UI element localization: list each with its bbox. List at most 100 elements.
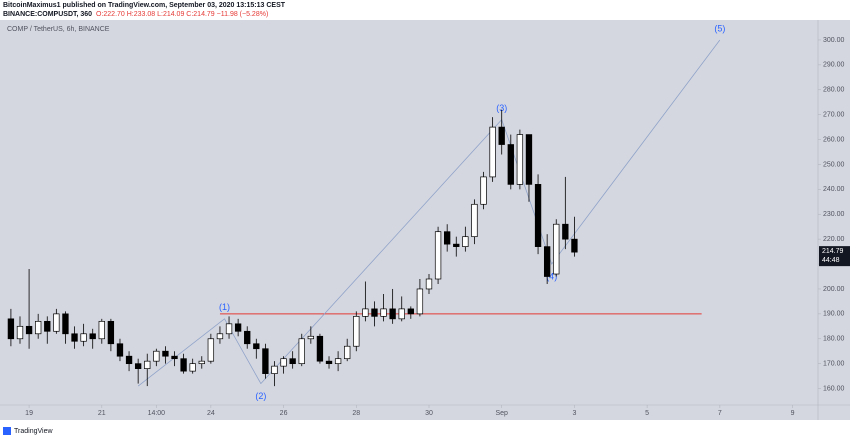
candle-body — [362, 308, 369, 317]
candle-body — [289, 358, 296, 365]
candle-body — [216, 333, 224, 340]
last-price-label: 214.79 — [822, 248, 844, 255]
candle-body — [344, 345, 351, 360]
candle-body — [462, 236, 469, 247]
candle-body — [325, 360, 333, 365]
candle-body — [62, 313, 69, 335]
candle-body — [407, 308, 414, 315]
ohlc: O:222.70 H:233.08 L:214.09 C:214.79 −11.… — [96, 11, 268, 18]
candle-body — [534, 184, 542, 247]
candle-body — [307, 335, 315, 340]
candle-body — [180, 358, 187, 372]
candle-body — [353, 316, 360, 347]
candle-body — [153, 350, 160, 362]
time-axis-bg — [0, 405, 818, 420]
candle-body — [89, 333, 96, 340]
candle-body — [80, 333, 87, 342]
candle-body — [498, 126, 505, 145]
candle-body — [125, 355, 133, 365]
y-tick-label: 240.00 — [823, 186, 845, 193]
candle-body — [553, 223, 560, 275]
y-tick-label: 220.00 — [823, 236, 845, 243]
y-tick-label: 170.00 — [823, 361, 845, 368]
candle-body — [380, 308, 387, 317]
y-tick-label: 300.00 — [823, 37, 845, 44]
countdown: 44:48 — [822, 257, 840, 264]
candle-body — [525, 134, 533, 185]
candle-body — [162, 350, 169, 357]
wave-label: (4) — [546, 271, 557, 281]
x-tick-label: 26 — [280, 410, 288, 417]
candle-body — [53, 313, 60, 332]
y-tick-label: 160.00 — [823, 385, 845, 392]
candle-body — [207, 338, 215, 362]
wave-label: (5) — [714, 23, 725, 33]
candle-body — [389, 308, 396, 320]
candle-body — [262, 348, 269, 374]
candle-body — [44, 320, 51, 332]
candle-body — [116, 343, 124, 357]
candle-body — [516, 134, 524, 185]
x-tick-label: 24 — [207, 410, 215, 417]
candle-body — [416, 288, 424, 315]
candle-body — [7, 318, 15, 340]
candle-body — [189, 363, 196, 372]
candle-body — [107, 320, 115, 345]
x-tick-label: 14:00 — [148, 410, 166, 417]
wave-label: (2) — [255, 391, 266, 401]
candle-body — [425, 278, 433, 290]
candle-body — [134, 363, 142, 369]
candle-body — [334, 358, 342, 365]
candle-body — [234, 323, 242, 332]
candle-body — [453, 243, 460, 247]
y-tick-label: 250.00 — [823, 161, 845, 168]
y-tick-label: 290.00 — [823, 62, 845, 69]
chart-title: COMP / TetherUS, 6h, BINANCE — [7, 26, 110, 33]
plot-bg — [0, 20, 818, 405]
brand: TradingView — [14, 428, 53, 435]
publisher: BitcoinMaximus1 published on TradingView… — [3, 2, 286, 9]
wave-label: (3) — [496, 103, 507, 113]
candle-body — [316, 335, 324, 362]
candle-body — [471, 203, 478, 238]
x-tick-label: 28 — [352, 410, 360, 417]
candle-body — [171, 355, 178, 360]
candle-body — [225, 323, 233, 335]
wave-line — [137, 39, 721, 387]
candle-body — [98, 320, 105, 340]
candle-body — [543, 246, 551, 277]
x-tick-label: 9 — [791, 410, 795, 417]
x-tick-label: Sep — [495, 410, 508, 417]
y-tick-label: 200.00 — [823, 286, 845, 293]
x-tick-label: 3 — [572, 410, 576, 417]
candle-body — [571, 238, 578, 253]
candle-body — [489, 126, 496, 178]
candle-body — [280, 358, 287, 367]
candle-body — [271, 365, 278, 374]
last-price-tag — [819, 246, 850, 267]
candle-body — [244, 330, 251, 345]
candle-body — [562, 223, 569, 240]
x-tick-label: 19 — [25, 410, 33, 417]
wave-label: (1) — [219, 302, 230, 312]
y-tick-label: 190.00 — [823, 311, 845, 318]
candle-body — [298, 338, 305, 365]
candle-body — [507, 144, 514, 185]
x-tick-label: 7 — [718, 410, 722, 417]
candle-body — [144, 360, 151, 369]
x-tick-label: 30 — [425, 410, 433, 417]
x-tick-label: 21 — [98, 410, 106, 417]
x-tick-label: 5 — [645, 410, 649, 417]
candle-body — [398, 308, 405, 320]
candle-body — [434, 231, 442, 280]
candle-body — [444, 231, 451, 245]
y-tick-label: 180.00 — [823, 336, 845, 343]
brand-logo — [3, 427, 11, 435]
candle-body — [371, 308, 378, 317]
candle-body — [480, 176, 487, 205]
candle-body — [253, 343, 260, 350]
candle-body — [25, 325, 33, 335]
y-tick-label: 230.00 — [823, 211, 845, 218]
candle-body — [35, 320, 42, 335]
